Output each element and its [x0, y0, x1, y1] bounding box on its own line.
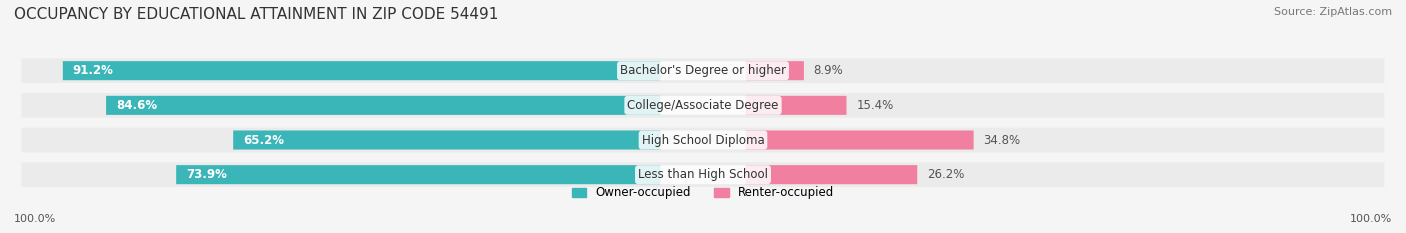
FancyBboxPatch shape [745, 61, 804, 80]
FancyBboxPatch shape [745, 130, 973, 150]
Text: High School Diploma: High School Diploma [641, 134, 765, 147]
Text: 15.4%: 15.4% [856, 99, 894, 112]
Text: 8.9%: 8.9% [814, 64, 844, 77]
Text: College/Associate Degree: College/Associate Degree [627, 99, 779, 112]
Text: 73.9%: 73.9% [186, 168, 226, 181]
FancyBboxPatch shape [21, 58, 1385, 83]
FancyBboxPatch shape [21, 93, 1385, 118]
FancyBboxPatch shape [176, 165, 661, 184]
Text: 91.2%: 91.2% [73, 64, 114, 77]
Text: 100.0%: 100.0% [14, 214, 56, 224]
Text: 65.2%: 65.2% [243, 134, 284, 147]
Legend: Owner-occupied, Renter-occupied: Owner-occupied, Renter-occupied [567, 182, 839, 204]
FancyBboxPatch shape [745, 96, 846, 115]
Text: 84.6%: 84.6% [115, 99, 157, 112]
Text: 26.2%: 26.2% [927, 168, 965, 181]
Text: Bachelor's Degree or higher: Bachelor's Degree or higher [620, 64, 786, 77]
FancyBboxPatch shape [233, 130, 661, 150]
Text: 100.0%: 100.0% [1350, 214, 1392, 224]
Text: Less than High School: Less than High School [638, 168, 768, 181]
Text: 34.8%: 34.8% [983, 134, 1021, 147]
Text: Source: ZipAtlas.com: Source: ZipAtlas.com [1274, 7, 1392, 17]
FancyBboxPatch shape [63, 61, 661, 80]
FancyBboxPatch shape [21, 128, 1385, 152]
Text: OCCUPANCY BY EDUCATIONAL ATTAINMENT IN ZIP CODE 54491: OCCUPANCY BY EDUCATIONAL ATTAINMENT IN Z… [14, 7, 499, 22]
FancyBboxPatch shape [21, 162, 1385, 187]
FancyBboxPatch shape [105, 96, 661, 115]
FancyBboxPatch shape [745, 165, 917, 184]
